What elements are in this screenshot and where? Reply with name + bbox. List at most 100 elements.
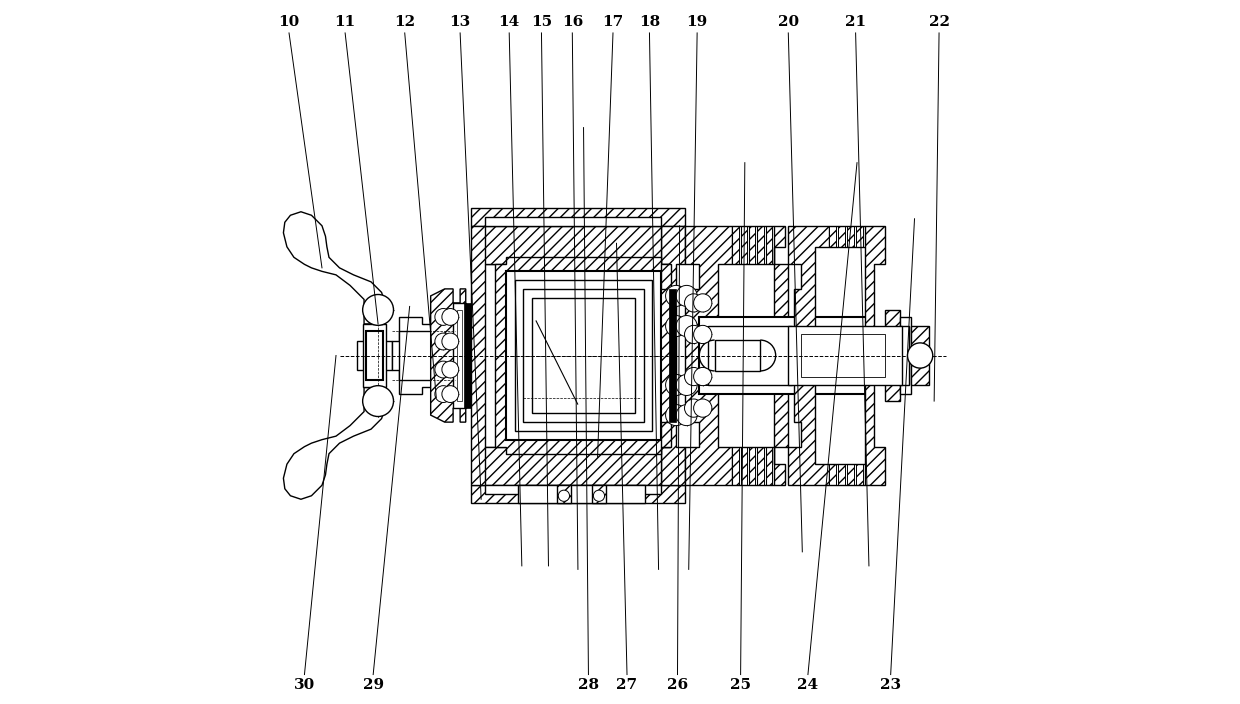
Circle shape [435, 361, 451, 378]
Bar [363, 324, 386, 387]
Bar [515, 279, 652, 432]
Text: 16: 16 [562, 15, 583, 30]
Bar [464, 303, 471, 408]
Polygon shape [284, 212, 386, 324]
Polygon shape [847, 226, 854, 247]
Text: 23: 23 [880, 678, 901, 692]
Bar [518, 485, 645, 503]
Circle shape [666, 285, 687, 306]
Text: 12: 12 [394, 15, 415, 30]
Polygon shape [838, 464, 846, 485]
Polygon shape [471, 226, 495, 485]
Polygon shape [766, 226, 773, 264]
Text: 30: 30 [294, 678, 315, 692]
Bar [399, 331, 430, 380]
Text: 10: 10 [279, 15, 300, 30]
Polygon shape [758, 226, 764, 264]
Polygon shape [789, 226, 830, 485]
Polygon shape [766, 446, 773, 485]
Bar [591, 485, 606, 503]
Polygon shape [774, 226, 789, 485]
Text: 28: 28 [578, 678, 599, 692]
Circle shape [666, 375, 687, 396]
Polygon shape [661, 226, 686, 485]
Bar [900, 326, 909, 385]
Polygon shape [740, 446, 746, 485]
Polygon shape [758, 446, 764, 485]
Text: 22: 22 [929, 15, 950, 30]
Text: 17: 17 [603, 15, 624, 30]
Circle shape [676, 285, 697, 306]
Polygon shape [732, 446, 739, 485]
Circle shape [362, 294, 393, 325]
Circle shape [435, 308, 451, 325]
Circle shape [676, 375, 697, 396]
Bar [453, 303, 466, 408]
Circle shape [693, 325, 712, 344]
Text: 13: 13 [449, 15, 471, 30]
Bar [661, 264, 671, 289]
Text: 19: 19 [687, 15, 708, 30]
Circle shape [435, 386, 451, 403]
Bar [661, 422, 671, 446]
Polygon shape [284, 387, 386, 499]
Polygon shape [357, 324, 392, 387]
Polygon shape [392, 317, 430, 394]
Polygon shape [714, 340, 760, 371]
Text: 24: 24 [797, 678, 818, 692]
Bar [485, 218, 661, 226]
Bar [708, 326, 792, 385]
Text: 27: 27 [616, 678, 637, 692]
Polygon shape [847, 464, 854, 485]
Text: 20: 20 [777, 15, 799, 30]
Polygon shape [740, 226, 746, 264]
Circle shape [684, 367, 703, 386]
Text: 26: 26 [667, 678, 688, 692]
Circle shape [666, 315, 687, 337]
Text: 14: 14 [498, 15, 520, 30]
Bar [885, 310, 900, 401]
Bar [485, 226, 661, 264]
Text: 18: 18 [639, 15, 660, 30]
Polygon shape [686, 226, 732, 485]
Polygon shape [866, 226, 885, 485]
Circle shape [908, 343, 932, 368]
Circle shape [435, 333, 451, 350]
Polygon shape [749, 226, 755, 264]
Circle shape [362, 386, 393, 417]
Circle shape [558, 490, 569, 501]
Bar [801, 334, 885, 377]
Polygon shape [430, 289, 466, 422]
Text: 11: 11 [335, 15, 356, 30]
Bar [523, 289, 644, 422]
Polygon shape [732, 226, 739, 264]
Polygon shape [857, 464, 863, 485]
Circle shape [594, 490, 605, 501]
Bar [699, 317, 870, 394]
Polygon shape [830, 464, 836, 485]
Circle shape [693, 367, 712, 386]
Bar [911, 326, 929, 385]
Polygon shape [857, 226, 863, 247]
Circle shape [684, 325, 703, 344]
Bar [900, 317, 911, 394]
Bar [485, 485, 661, 494]
Text: 25: 25 [730, 678, 751, 692]
Circle shape [441, 386, 459, 403]
Circle shape [666, 405, 687, 426]
Circle shape [693, 399, 712, 417]
Circle shape [693, 294, 712, 312]
Bar [789, 326, 901, 385]
Bar [471, 208, 686, 226]
Circle shape [676, 405, 697, 426]
Bar [557, 485, 570, 503]
Circle shape [676, 315, 697, 337]
Polygon shape [838, 226, 846, 247]
Bar [366, 331, 383, 380]
Text: 29: 29 [362, 678, 383, 692]
Text: 21: 21 [844, 15, 867, 30]
Polygon shape [749, 446, 755, 485]
Circle shape [441, 333, 459, 350]
Polygon shape [830, 226, 836, 247]
Bar [670, 289, 676, 422]
